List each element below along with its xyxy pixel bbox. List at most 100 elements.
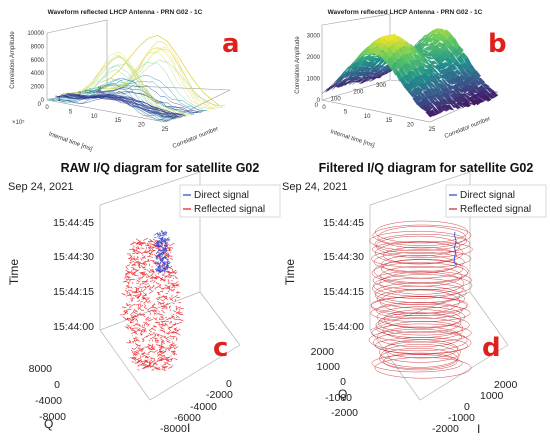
panel-b-surface-patch	[459, 102, 468, 107]
panel-b-letter: b	[488, 29, 507, 59]
panel-d-reflected-ring	[373, 274, 473, 297]
panel-d-reflected-ring	[379, 341, 461, 363]
panel-d-direct-trace	[453, 231, 457, 266]
panel-d-reflected-ring	[372, 270, 472, 290]
panel-d-letter: d	[482, 333, 501, 363]
panel-d-reflected-ring	[370, 303, 471, 322]
panel-b-surface-patch	[473, 79, 482, 86]
panel-c-i-tick: -4000	[190, 401, 217, 413]
panel-d-reflected-ring	[377, 326, 462, 348]
panel-d-rings	[368, 220, 473, 379]
panel-c-time-ticks: 15:44:45 15:44:30 15:44:15 15:44:00	[53, 217, 94, 333]
panel-c-i-ticks: 0-2000-4000-6000-8000	[160, 378, 233, 435]
panel-b-surface-patch	[355, 65, 364, 73]
panel-c-q-label: Q	[44, 417, 53, 431]
panel-b-surface-patch	[336, 77, 345, 86]
panel-b-surface-patch	[466, 101, 475, 105]
panel-b-x-ticks: 0 5 10 15 20 25	[322, 105, 436, 133]
panel-b-surface-patch	[486, 93, 495, 99]
panel-b-z-tick: 1000	[307, 77, 321, 83]
panel-b-surface-patch	[413, 48, 422, 58]
panel-d-time-ticks: 15:44:45 15:44:30 15:44:15 15:44:00	[323, 217, 364, 333]
panel-d-reflected-ring	[374, 233, 471, 254]
panel-c-i-label: I	[187, 421, 190, 435]
panel-d-legend-box	[445, 184, 547, 218]
panel-c-time-tick: 15:44:00	[53, 321, 94, 333]
panel-b-surface-patch	[373, 46, 382, 57]
panel-b-surface-patch	[432, 108, 441, 115]
panel-a-ridge	[100, 34, 220, 106]
panel-c-i-tick: -6000	[174, 412, 201, 424]
panel-a-trace	[88, 74, 207, 112]
panel-d-q-tick: 1000	[317, 361, 341, 373]
panel-c-points	[119, 229, 184, 372]
panel-b-surface-patch	[424, 46, 433, 52]
panel-b-surface-patch	[367, 72, 377, 79]
panel-c-legend-reflected: Reflected signal	[194, 204, 265, 215]
panel-d-reflected-ring	[374, 357, 472, 379]
panel-b-surface-patch	[435, 106, 444, 114]
panel-a-base-trace	[67, 92, 187, 117]
panel-c-time-label: Time	[7, 259, 21, 286]
panel-b-surface-patch	[456, 88, 465, 93]
panel-b-surface-patch	[429, 65, 438, 74]
panel-b-surface-patch	[360, 76, 369, 81]
panel-d-time-label: Time	[283, 259, 297, 286]
panel-c-i-tick: -2000	[206, 389, 233, 401]
panel-c-legend-box	[179, 184, 281, 218]
panel-c-i-tick: 0	[226, 378, 232, 390]
panel-b-y-tick: 200	[353, 90, 364, 96]
panel-b-surface-patch	[321, 88, 330, 95]
panel-a-x-tick: 20	[138, 123, 145, 129]
panel-a-base-trace	[59, 95, 179, 118]
panel-d-reflected-ring	[378, 312, 462, 334]
panel-a-y-tick: 0	[38, 102, 42, 108]
panel-d-reflected-ring	[372, 241, 473, 258]
panel-c-direct-cloud	[153, 229, 171, 274]
panel-a-trace	[46, 84, 166, 122]
panel-a-trace	[66, 52, 186, 117]
panel-a-xlabel: Correlator number	[172, 126, 219, 150]
panel-d-i-tick: -1000	[448, 412, 475, 424]
panel-b-surface-patch	[403, 82, 413, 93]
panel-b-x-tick: 5	[344, 109, 348, 115]
panel-d-reflected-ring	[374, 282, 467, 303]
panel-b-y-ticks: 0 100 200 300	[315, 83, 387, 109]
panel-d-q-ticks: 2000 1000 0 -1000 -2000	[311, 346, 359, 419]
panel-d-reflected-ring	[374, 285, 461, 305]
panel-d-reflected-ring	[383, 309, 462, 329]
panel-d-reflected-ring	[372, 278, 464, 299]
panel-a-z-tick: 0	[41, 98, 45, 104]
panel-d-reflected-ring	[385, 339, 459, 359]
panel-b-surface-patch	[326, 84, 335, 90]
panel-a-x-tick: 5	[69, 109, 73, 115]
panel-d-reflected-ring	[374, 337, 468, 354]
panel-b-surface-patch	[431, 101, 440, 107]
panel-b-xlabel: Correlator number	[444, 116, 491, 140]
panel-b-surface-patch	[339, 77, 348, 84]
panel-b-surface-patch	[400, 47, 409, 57]
panel-d: Filtered I/Q diagram for satellite G02 S…	[282, 161, 547, 436]
panel-b-surface-patch	[416, 35, 425, 44]
panel-c-q-tick: 0	[54, 379, 60, 391]
panel-b-surface-patch	[442, 83, 451, 91]
panel-a-zlabel: Correlation Amplitude	[10, 31, 16, 89]
panel-b-surface-patch	[425, 109, 434, 118]
panel-b-surface-patch	[456, 101, 465, 109]
panel-d-reflected-ring	[375, 220, 468, 244]
panel-d-legend: Direct signal Reflected signal	[445, 184, 547, 218]
panel-d-i-label: I	[477, 422, 480, 436]
panel-d-reflected-ring	[374, 241, 464, 265]
panel-b-surface-patch	[426, 56, 435, 60]
panel-a-trace	[63, 54, 182, 118]
panel-d-date: Sep 24, 2021	[282, 181, 347, 193]
panel-c-time-tick: 15:44:45	[53, 217, 94, 229]
panel-b-ylabel: Internal time [ms]	[330, 129, 376, 149]
panel-b-y-tick: 0	[315, 103, 319, 109]
panel-b-surface-patch	[490, 90, 499, 98]
panel-b-surface-patch	[332, 82, 341, 90]
panel-d-reflected-ring	[372, 224, 472, 246]
panel-b-surface-patch	[360, 48, 369, 57]
